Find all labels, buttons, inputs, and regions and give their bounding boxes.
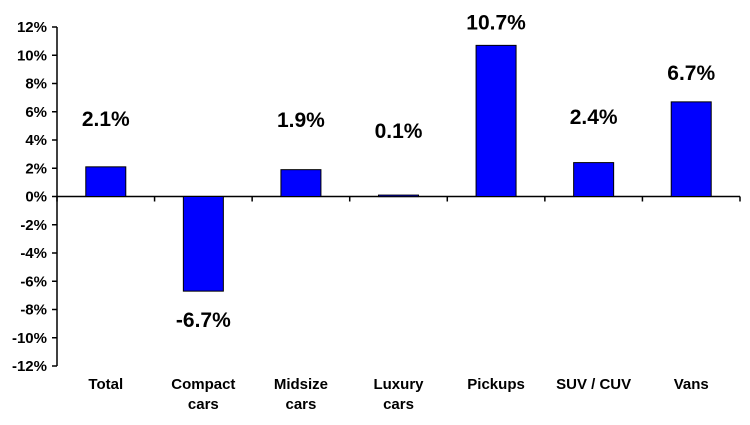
x-category-label: SUV / CUV — [556, 376, 631, 393]
y-tick-label: -10% — [12, 330, 47, 347]
x-category-label: Pickups — [467, 376, 525, 393]
x-category-label: Compact — [171, 376, 235, 393]
y-tick-label: -8% — [20, 302, 47, 319]
y-tick-label: 10% — [17, 47, 47, 64]
y-tick-label: -6% — [20, 273, 47, 290]
bar — [85, 166, 127, 197]
data-label: 2.4% — [570, 106, 618, 129]
data-label: 1.9% — [277, 109, 325, 132]
data-label: 6.7% — [667, 62, 715, 85]
data-labels: 2.1% -6.7% 1.9% 0.1% 10.7% 2.4% 6.7% — [82, 11, 716, 332]
y-tick-label: -2% — [20, 217, 47, 234]
x-category-label: Midsize — [274, 376, 328, 393]
y-tick-label: 6% — [25, 104, 47, 121]
bars — [85, 44, 712, 292]
x-category-label: cars — [383, 396, 414, 413]
bar — [182, 196, 224, 292]
bar — [670, 101, 712, 197]
bar — [475, 44, 517, 197]
y-tick-label: 2% — [25, 160, 47, 177]
data-label: 0.1% — [375, 120, 423, 143]
x-category-label: cars — [285, 396, 316, 413]
y-axis-ticks: 12% 10% 8% 6% 4% 2% 0% -2% -4% -6% -8% -10% -12% — [12, 19, 57, 375]
y-tick-label: 8% — [25, 76, 47, 93]
data-label: 10.7% — [466, 11, 526, 34]
y-tick-label: -12% — [12, 358, 47, 375]
data-label: -6.7% — [176, 309, 231, 332]
y-tick-label: -4% — [20, 245, 47, 262]
y-tick-label: 0% — [25, 189, 47, 206]
bar — [573, 162, 615, 198]
x-category-label: cars — [188, 396, 219, 413]
x-category-label: Luxury — [373, 376, 424, 393]
data-label: 2.1% — [82, 108, 130, 131]
x-axis-labels: Total Compact cars Midsize cars Luxury cars Pic… — [88, 376, 708, 413]
bar — [378, 194, 419, 198]
bar — [280, 169, 322, 198]
y-tick-label: 4% — [25, 132, 47, 149]
x-category-label: Vans — [674, 376, 709, 393]
y-tick-label: 12% — [17, 19, 47, 36]
x-category-label: Total — [88, 376, 123, 393]
